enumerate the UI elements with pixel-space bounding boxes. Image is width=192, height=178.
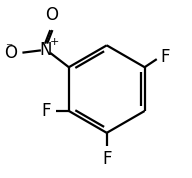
Text: O: O — [45, 6, 58, 24]
Text: O: O — [4, 44, 17, 62]
Text: F: F — [102, 150, 112, 168]
Text: N: N — [40, 41, 52, 59]
Text: ⁻: ⁻ — [5, 41, 12, 55]
Text: +: + — [50, 37, 59, 47]
Text: F: F — [42, 102, 51, 120]
Text: F: F — [160, 48, 170, 66]
